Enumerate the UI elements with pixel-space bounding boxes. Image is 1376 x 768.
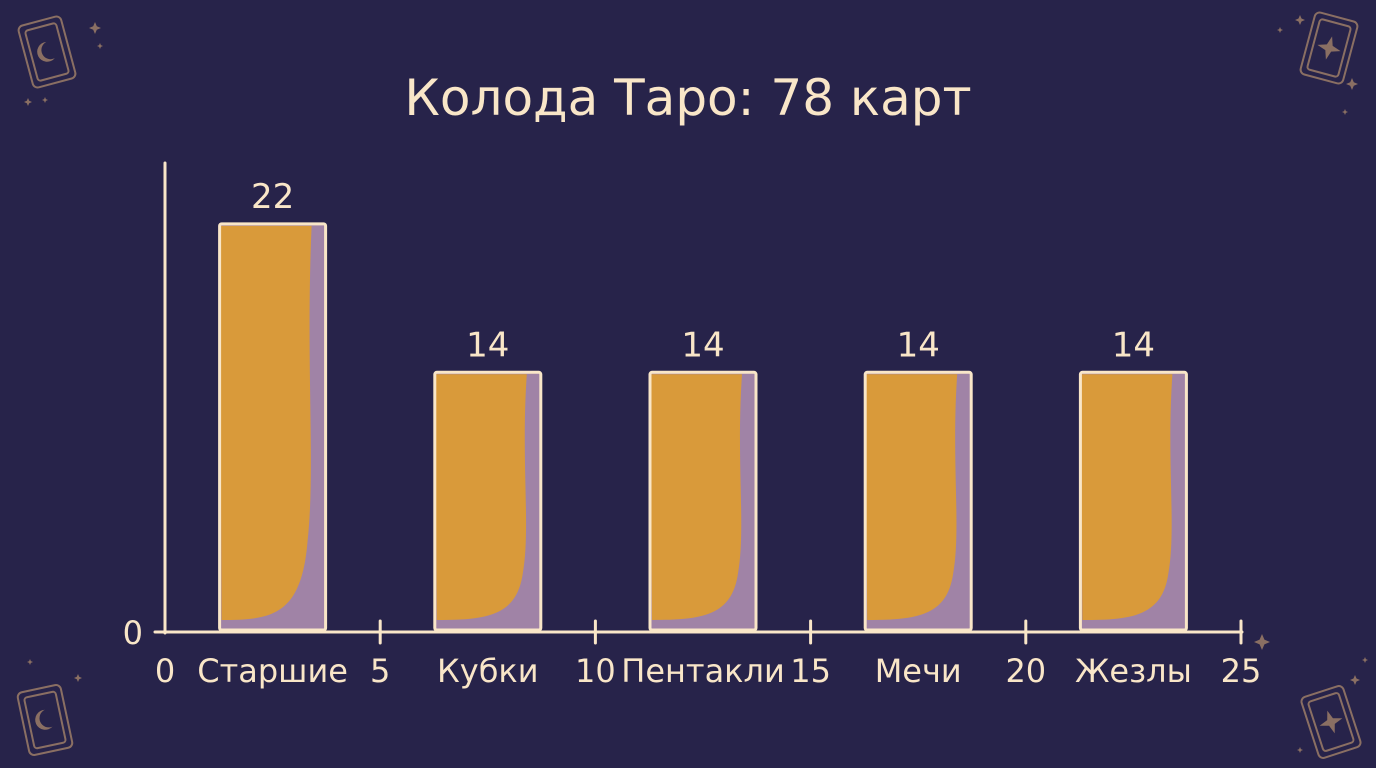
- bar-value-label: 14: [1112, 325, 1155, 365]
- category-label: Старшие: [197, 652, 348, 690]
- sparkle-star-icon: [1350, 675, 1360, 685]
- bar-outline: [218, 222, 328, 632]
- sparkle-star-icon: [1342, 109, 1348, 115]
- x-tick-label: 5: [370, 652, 390, 690]
- sparkle-star-icon: [1254, 634, 1270, 650]
- sparkle-star-icon: [1362, 657, 1368, 663]
- bars-group: 22 14 14 14 14: [218, 177, 1188, 632]
- sparkle-star-icon: [1277, 27, 1283, 33]
- x-tick-label: 20: [1005, 652, 1046, 690]
- bar-fill: [434, 374, 527, 620]
- x-tick-label: 0: [155, 652, 175, 690]
- category-labels: Старшие Кубки Пентакли Мечи Жезлы: [197, 652, 1192, 690]
- bar-value-label: 14: [681, 325, 724, 365]
- bar-outline: [648, 370, 758, 632]
- category-label: Пентакли: [621, 652, 785, 690]
- tarot-card-sun-icon: [1300, 685, 1362, 759]
- tarot-card-sun-icon: [1299, 11, 1359, 85]
- sparkle-star-icon: [74, 674, 82, 682]
- x-tick-label: 15: [790, 652, 831, 690]
- bar: [433, 370, 543, 632]
- y-axis-ticks: 0: [123, 614, 143, 652]
- bar: [863, 370, 973, 632]
- bar-fill: [865, 374, 958, 620]
- bar-fill: [219, 225, 312, 620]
- bar: [218, 222, 328, 632]
- bar-value-label: 14: [466, 325, 509, 365]
- sparkle-star-icon: [1295, 15, 1305, 25]
- bar-outline: [433, 370, 543, 632]
- sparkle-star-icon: [1297, 747, 1303, 753]
- sparkle-star-icon: [89, 22, 101, 34]
- category-label: Кубки: [437, 652, 539, 690]
- bar-fill: [650, 374, 742, 620]
- bar-outline: [1078, 370, 1188, 632]
- sparkle-star-icon: [24, 98, 32, 106]
- bar: [648, 370, 758, 632]
- tarot-card-moon-icon: [16, 684, 74, 756]
- category-label: Мечи: [875, 652, 962, 690]
- bar-fill: [1080, 374, 1173, 620]
- y-tick-label: 0: [123, 614, 143, 652]
- sparkle-star-icon: [97, 43, 103, 49]
- tarot-card-moon-icon: [17, 15, 77, 89]
- x-axis-ticks: 0 5 10 15 20 25: [155, 619, 1262, 690]
- sparkle-stars: [24, 15, 1368, 753]
- bar-value-label: 22: [251, 177, 294, 217]
- sparkle-star-icon: [42, 97, 48, 103]
- sparkle-star-icon: [1346, 78, 1358, 90]
- x-tick-label: 25: [1221, 652, 1262, 690]
- bar: [1078, 370, 1188, 632]
- chart-title: Колода Таро: 78 карт: [404, 69, 971, 127]
- x-tick-label: 10: [575, 652, 616, 690]
- sparkle-star-icon: [27, 659, 33, 665]
- bar-outline: [863, 370, 973, 632]
- bar-value-label: 14: [897, 325, 940, 365]
- category-label: Жезлы: [1075, 652, 1192, 690]
